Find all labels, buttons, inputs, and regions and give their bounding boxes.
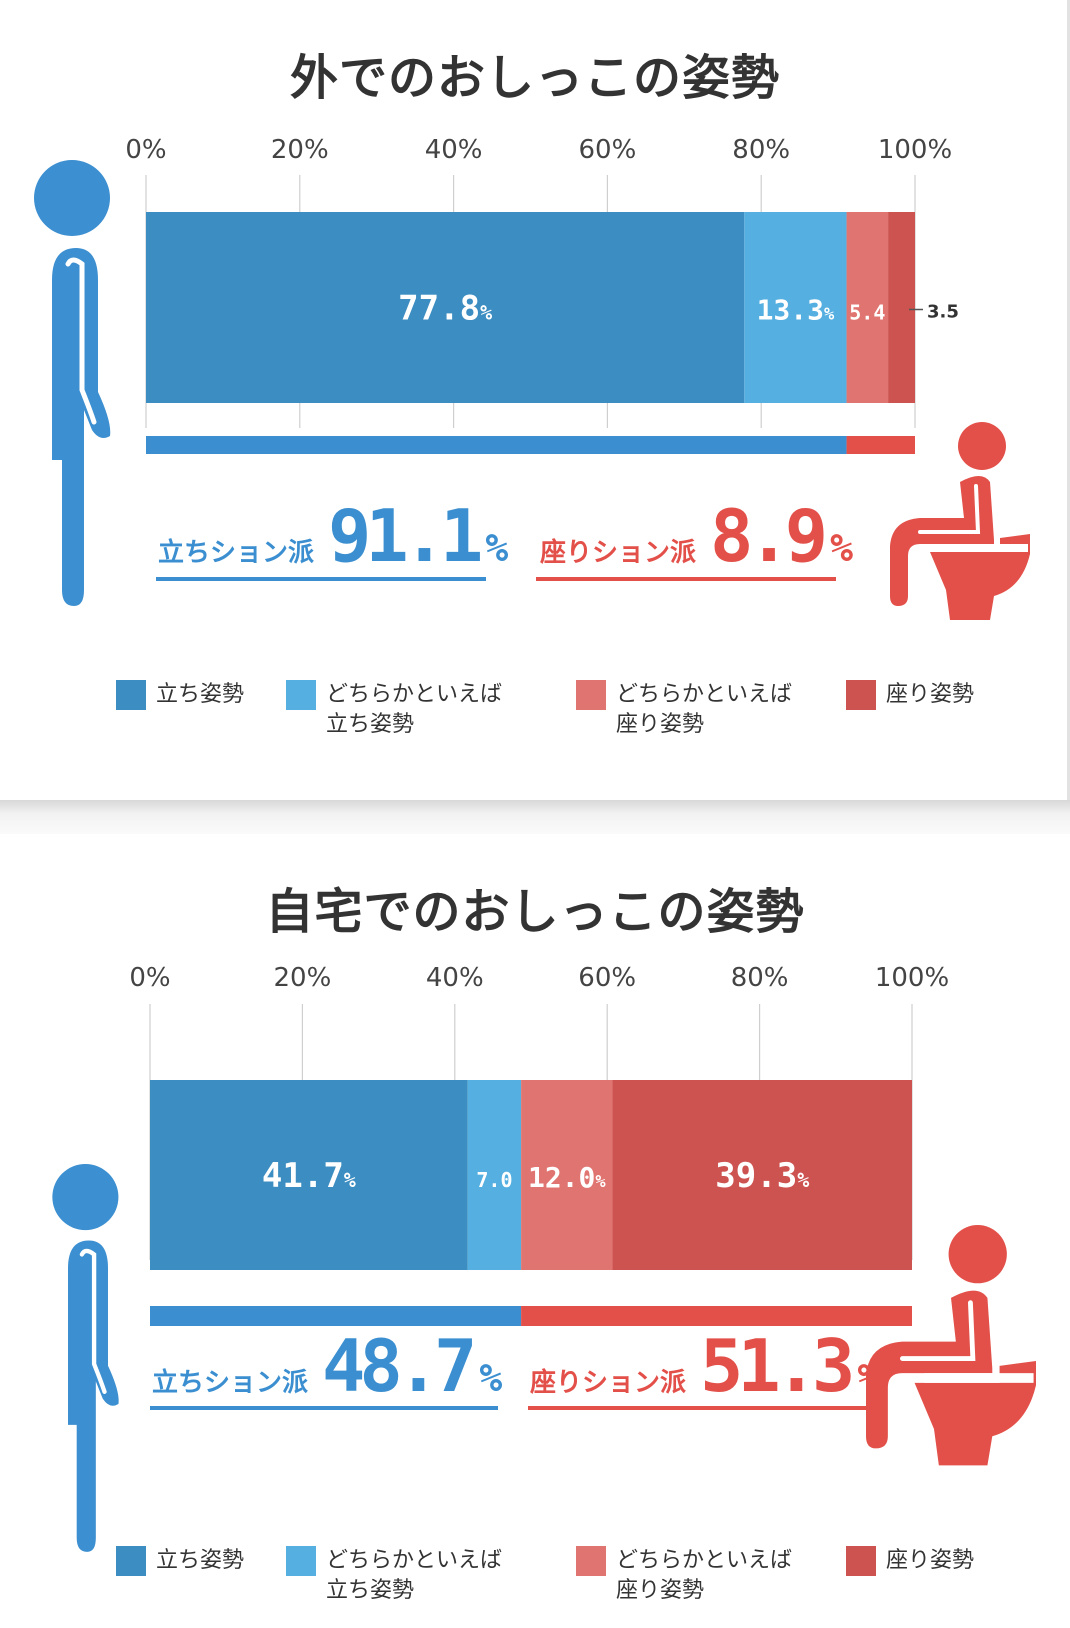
panel-divider <box>0 800 1070 834</box>
stacked-bar-chart: 0% 20% 40% 60% 80% 100% 41.7% 7.0 12.0% 39.3% <box>129 963 949 1326</box>
tick-label: 40% <box>425 135 483 165</box>
data-label: 12.0% <box>528 1161 606 1194</box>
data-label-unit: % <box>344 1168 356 1192</box>
tick-label: 0% <box>129 963 170 993</box>
legend-label: 立ち姿勢 <box>156 682 245 707</box>
legend-swatch <box>846 1546 876 1576</box>
sitting-total-label: 座りション派 <box>530 1368 687 1398</box>
legend-swatch <box>576 680 606 710</box>
legend-label: 座り姿勢 <box>886 1548 975 1573</box>
legend-swatch <box>576 1546 606 1576</box>
standing-total-value: 48.7 <box>322 1324 477 1408</box>
tick-label: 0% <box>125 135 166 165</box>
chart-panel-home: 自宅でのおしっこの姿勢 0% 20% 40% 60% 80% 100% 41.7% 7.0 12… <box>0 834 1070 1628</box>
data-label-unit: % <box>480 301 492 325</box>
bar-segment <box>744 212 847 403</box>
sitting-total-unit: % <box>830 526 853 570</box>
legend-item-stand: 立ち姿勢 <box>116 1546 244 1576</box>
legend-item-lean-sit: どちらかといえば 座り姿勢 <box>576 680 792 740</box>
standing-person-icon <box>52 1164 119 1552</box>
legend-label: 立ち姿勢 <box>326 1578 415 1603</box>
sitting-person-icon <box>866 1225 1036 1466</box>
legend-label: 立ち姿勢 <box>326 712 415 737</box>
sitting-total-value: 51.3 <box>700 1324 855 1408</box>
sitting-total: 座りション派 8.9 % <box>540 500 853 572</box>
data-label: 41.7% <box>262 1156 356 1196</box>
sitting-total-underline <box>536 577 836 581</box>
sitting-total: 座りション派 51.3 % <box>530 1330 880 1402</box>
legend-item-sit: 座り姿勢 <box>846 680 974 710</box>
legend-label: 立ち姿勢 <box>156 1548 245 1573</box>
bar-segment <box>612 1080 912 1270</box>
sitting-total-label: 座りション派 <box>540 538 697 568</box>
stacked-bar-chart: 0% 20% 40% 60% 80% 100% 77.8% 13.3% 5.4 3.5 <box>125 135 959 454</box>
tick-label: 20% <box>274 963 332 993</box>
standing-total-unit: % <box>479 1356 503 1400</box>
bar-segment <box>521 1080 613 1270</box>
standing-total-label: 立ちション派 <box>158 538 315 568</box>
tick-label: 80% <box>731 963 789 993</box>
legend-item-stand: 立ち姿勢 <box>116 680 244 710</box>
bar-segment <box>846 212 889 403</box>
bar-segment <box>888 212 915 403</box>
legend-swatch <box>286 680 316 710</box>
legend-label: 座り姿勢 <box>616 712 705 737</box>
standing-total: 立ちション派 48.7 % <box>152 1330 502 1402</box>
legend-item-lean-stand: どちらかといえば 立ち姿勢 <box>286 1546 502 1606</box>
tick-label: 80% <box>732 135 790 165</box>
data-label: 7.0 <box>476 1168 512 1192</box>
legend-label: 座り姿勢 <box>886 682 975 707</box>
data-label: 77.8% <box>398 289 492 329</box>
legend-swatch <box>116 1546 146 1576</box>
standing-total-label: 立ちション派 <box>152 1368 309 1398</box>
legend-swatch <box>846 680 876 710</box>
data-label: 5.4 <box>849 301 885 325</box>
total-bar-standing <box>150 1306 522 1326</box>
total-bar-standing <box>146 436 847 454</box>
data-label-unit: % <box>595 1172 606 1192</box>
tick-label: 100% <box>875 963 949 993</box>
legend-label: どちらかといえば <box>616 682 793 707</box>
legend-item-lean-stand: どちらかといえば 立ち姿勢 <box>286 680 502 740</box>
standing-person-icon <box>34 160 111 606</box>
standing-total-underline <box>156 577 486 581</box>
data-label: 39.3% <box>715 1156 809 1196</box>
legend-label: どちらかといえば <box>326 1548 503 1573</box>
tick-label: 100% <box>878 135 952 165</box>
legend-label: どちらかといえば <box>616 1548 793 1573</box>
total-bar-sitting <box>846 436 915 454</box>
total-bar-sitting <box>521 1306 912 1326</box>
standing-total-unit: % <box>485 526 509 570</box>
sitting-total-unit: % <box>857 1356 881 1400</box>
bar-segment <box>146 212 745 403</box>
legend-swatch <box>116 680 146 710</box>
tick-label: 60% <box>579 135 637 165</box>
chart-title: 自宅でのおしっこの姿勢 <box>265 884 805 940</box>
legend-label: どちらかといえば <box>326 682 503 707</box>
data-label: 13.3% <box>757 294 835 327</box>
standing-total-value: 91.1 <box>328 494 483 578</box>
sitting-total-value: 8.9 <box>710 494 828 578</box>
legend-label: 座り姿勢 <box>616 1578 705 1603</box>
tick-label: 60% <box>578 963 636 993</box>
standing-total: 立ちション派 91.1 % <box>158 500 508 572</box>
tick-label: 20% <box>271 135 329 165</box>
bar-segment <box>467 1080 522 1270</box>
standing-total-underline <box>150 1406 498 1410</box>
sitting-total-underline <box>528 1406 868 1410</box>
bar-segment <box>150 1080 468 1270</box>
chart-title: 外でのおしっこの姿勢 <box>289 50 780 106</box>
legend-item-sit: 座り姿勢 <box>846 1546 974 1576</box>
legend-item-lean-sit: どちらかといえば 座り姿勢 <box>576 1546 792 1606</box>
data-label: 3.5 <box>927 302 959 323</box>
chart-panel-outside: 外でのおしっこの姿勢 0% 20% 40% 60% 80% 100% 77.8% 13.3% 5… <box>0 0 1070 800</box>
sitting-person-icon <box>890 422 1030 620</box>
data-label-unit: % <box>797 1168 809 1192</box>
legend-swatch <box>286 1546 316 1576</box>
data-label-unit: % <box>824 305 835 325</box>
tick-label: 40% <box>426 963 484 993</box>
